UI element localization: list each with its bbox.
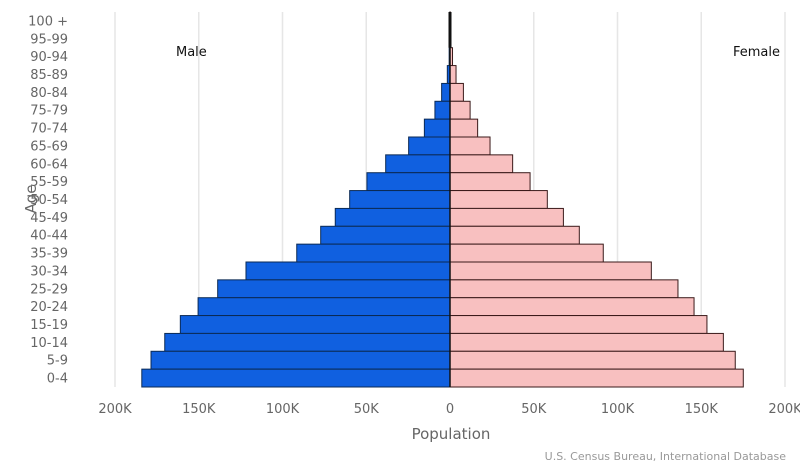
male-bar [297, 244, 450, 262]
y-tick-label: 100 + [28, 14, 68, 29]
x-tick-label: 0 [446, 402, 454, 417]
x-tick-label: 200K [768, 402, 800, 417]
y-tick-label: 25-29 [30, 282, 68, 297]
female-bar [450, 280, 678, 298]
female-bar [450, 83, 463, 101]
female-bar [450, 351, 735, 369]
source-credit: U.S. Census Bureau, International Databa… [545, 450, 787, 463]
y-tick-label: 65-69 [30, 139, 68, 154]
x-tick-label: 100K [266, 402, 300, 417]
x-tick-label: 150K [182, 402, 216, 417]
y-tick-label: 85-89 [30, 68, 68, 83]
female-bar [450, 316, 707, 334]
male-series-label: Male [176, 45, 207, 60]
y-tick-label: 95-99 [30, 32, 68, 47]
y-tick-label: 5-9 [47, 354, 68, 369]
y-tick-label: 80-84 [30, 86, 68, 101]
y-tick-label: 10-14 [30, 336, 68, 351]
y-tick-label: 15-19 [30, 318, 68, 333]
x-tick-label: 100K [601, 402, 635, 417]
y-tick-label: 70-74 [30, 122, 68, 137]
female-bar [450, 173, 530, 191]
male-bar [367, 173, 450, 191]
x-axis-title: Population [412, 425, 491, 443]
male-bar [165, 333, 450, 351]
male-bar [142, 369, 450, 387]
male-bar [321, 226, 450, 244]
male-bar [180, 316, 450, 334]
female-bar [450, 137, 490, 155]
male-bar [151, 351, 450, 369]
male-bar [424, 119, 450, 137]
x-tick-label: 50K [521, 402, 547, 417]
female-bar [450, 101, 470, 119]
y-tick-label: 40-44 [30, 229, 68, 244]
y-tick-label: 20-24 [30, 300, 68, 315]
y-tick-label: 75-79 [30, 104, 68, 119]
male-bar [350, 191, 450, 209]
male-bar [409, 137, 450, 155]
female-bar [450, 369, 743, 387]
female-series-label: Female [733, 45, 780, 60]
female-bar [450, 208, 563, 226]
male-bar [386, 155, 450, 173]
female-bar [450, 244, 603, 262]
male-bar [435, 101, 450, 119]
male-bar [442, 83, 450, 101]
female-bar [450, 226, 579, 244]
y-tick-label: 60-64 [30, 157, 68, 172]
female-bar [450, 155, 513, 173]
y-tick-label: 90-94 [30, 50, 68, 65]
y-axis-title: Age [22, 184, 40, 213]
female-bar [450, 333, 723, 351]
y-tick-label: 35-39 [30, 247, 68, 262]
male-bar [335, 208, 450, 226]
y-tick-label: 0-4 [47, 372, 68, 387]
x-tick-label: 200K [98, 402, 132, 417]
x-tick-label: 150K [685, 402, 719, 417]
female-bar [450, 66, 456, 84]
male-bar [246, 262, 450, 280]
y-tick-label: 30-34 [30, 264, 68, 279]
female-bar [450, 262, 651, 280]
female-bar [450, 191, 547, 209]
male-bar [218, 280, 450, 298]
female-bar [450, 119, 478, 137]
male-bar [198, 298, 450, 316]
x-tick-label: 50K [354, 402, 380, 417]
female-bar [450, 298, 694, 316]
